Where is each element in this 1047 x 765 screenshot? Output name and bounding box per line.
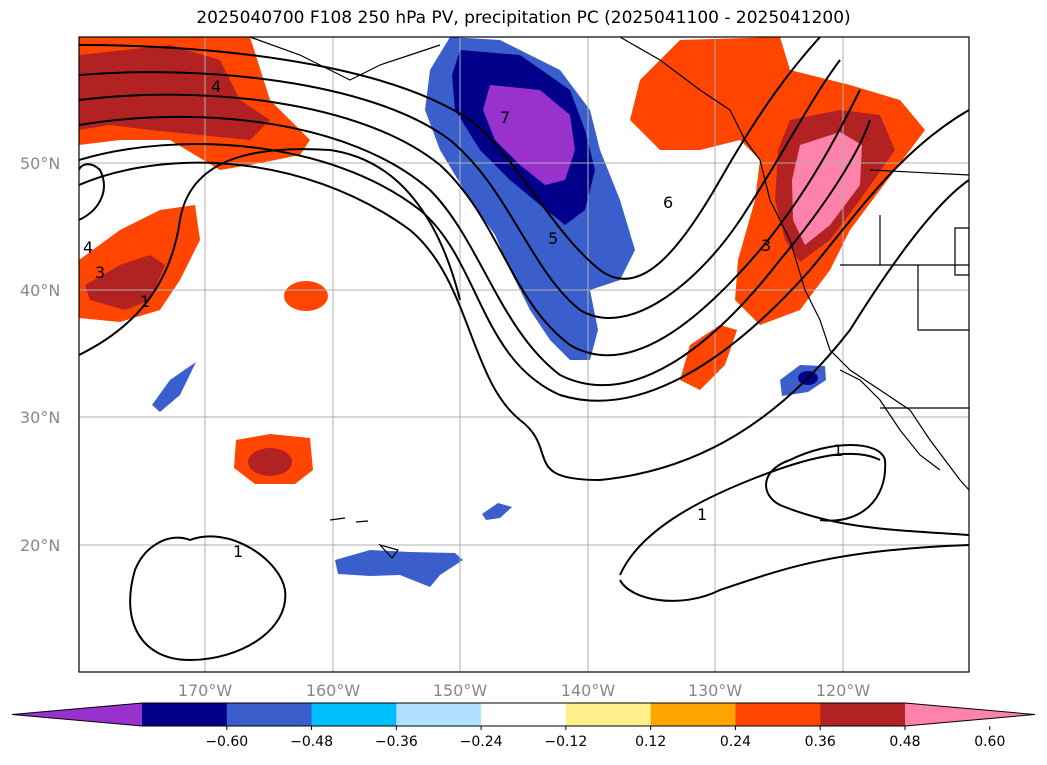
contour-label: 1	[697, 505, 707, 524]
lat-label: 40°N	[20, 281, 60, 300]
colorbar-segment	[481, 703, 567, 726]
lat-label: 20°N	[20, 536, 60, 555]
contour-label: 1	[233, 542, 243, 561]
colorbar-segment	[311, 703, 397, 726]
colorbar-segment	[396, 703, 482, 726]
colorbar-tick-label: 0.36	[805, 734, 836, 750]
contour-label: 5	[548, 229, 558, 248]
colorbar-tick-label: 0.48	[889, 734, 920, 750]
colorbar-tick-label: −0.36	[375, 734, 418, 750]
lat-label: 30°N	[20, 408, 60, 427]
contour-label: 3	[95, 263, 105, 282]
coastlines	[249, 37, 969, 559]
colorbar-tick-label: −0.12	[544, 734, 587, 750]
map-gridlines	[79, 37, 969, 672]
longitude-labels: 170°W 160°W 150°W 140°W 130°W 120°W	[178, 681, 871, 700]
colorbar-tick-label: −0.24	[460, 734, 503, 750]
map-title: 2025040700 F108 250 hPa PV, precipitatio…	[196, 8, 851, 28]
colorbar-tick-label: −0.60	[205, 734, 248, 750]
colorbar-outline	[11, 702, 1036, 727]
contour-label: 7	[500, 108, 510, 127]
colorbar-extend-high	[905, 703, 1035, 726]
latitude-labels: 50°N 40°N 30°N 20°N	[20, 154, 60, 555]
shaded-fields	[79, 37, 925, 587]
lat-label: 50°N	[20, 154, 60, 173]
map-frame	[78, 36, 970, 673]
colorbar: −0.60 −0.48 −0.36 −0.24 −0.12 0.12 0.24 0.36 0.4…	[11, 702, 1036, 750]
lon-label: 140°W	[561, 681, 616, 700]
contour-label: 4	[211, 77, 221, 96]
lon-label: 130°W	[688, 681, 743, 700]
pv-contours	[79, 37, 969, 662]
colorbar-segment	[820, 703, 906, 726]
colorbar-segment	[735, 703, 821, 726]
contour-labels: 4 3 4 1 7 5 6 3 1 1 1	[83, 77, 843, 561]
contour-label: 6	[663, 193, 673, 212]
lon-label: 120°W	[816, 681, 871, 700]
contour-label: 4	[83, 238, 93, 257]
map-plot-area: 4 3 4 1 7 5 6 3 1 1 1	[79, 37, 969, 672]
contour-label: 3	[761, 236, 771, 255]
colorbar-tick-label: 0.24	[720, 734, 751, 750]
contour-label: 1	[140, 292, 150, 311]
colorbar-tick-label: 0.12	[635, 734, 666, 750]
contour-label: 1	[833, 441, 843, 460]
colorbar-extend-low	[12, 703, 142, 726]
lon-label: 170°W	[178, 681, 233, 700]
colorbar-segment	[226, 703, 313, 726]
colorbar-tick-label: −0.48	[290, 734, 333, 750]
colorbar-segment	[565, 703, 652, 726]
colorbar-segment	[142, 703, 228, 726]
colorbar-segment	[650, 703, 736, 726]
lon-label: 150°W	[433, 681, 488, 700]
colorbar-tick-label: 0.60	[974, 734, 1005, 750]
lon-label: 160°W	[306, 681, 361, 700]
